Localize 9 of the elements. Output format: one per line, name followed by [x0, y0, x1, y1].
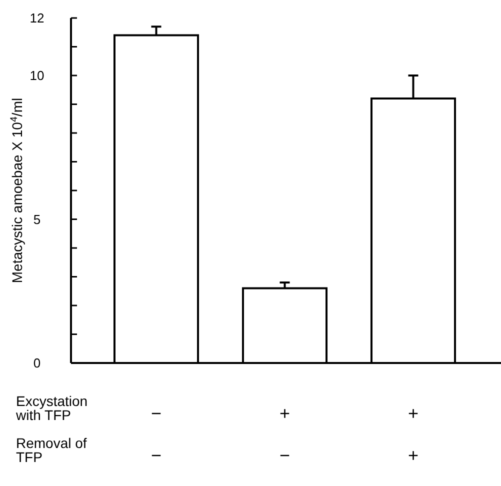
y-tick-label: 12 [30, 10, 44, 26]
text: Excystation with TFP [15, 393, 88, 423]
y-tick-label: 5 [33, 212, 41, 227]
y-tick-label: 0 [33, 356, 41, 371]
category-label: + + [408, 403, 419, 466]
y-tick-label: 10 [30, 68, 44, 84]
category-label: − − [150, 403, 162, 466]
category-label: + − [279, 403, 290, 466]
text: Removal of TFP [16, 435, 87, 465]
